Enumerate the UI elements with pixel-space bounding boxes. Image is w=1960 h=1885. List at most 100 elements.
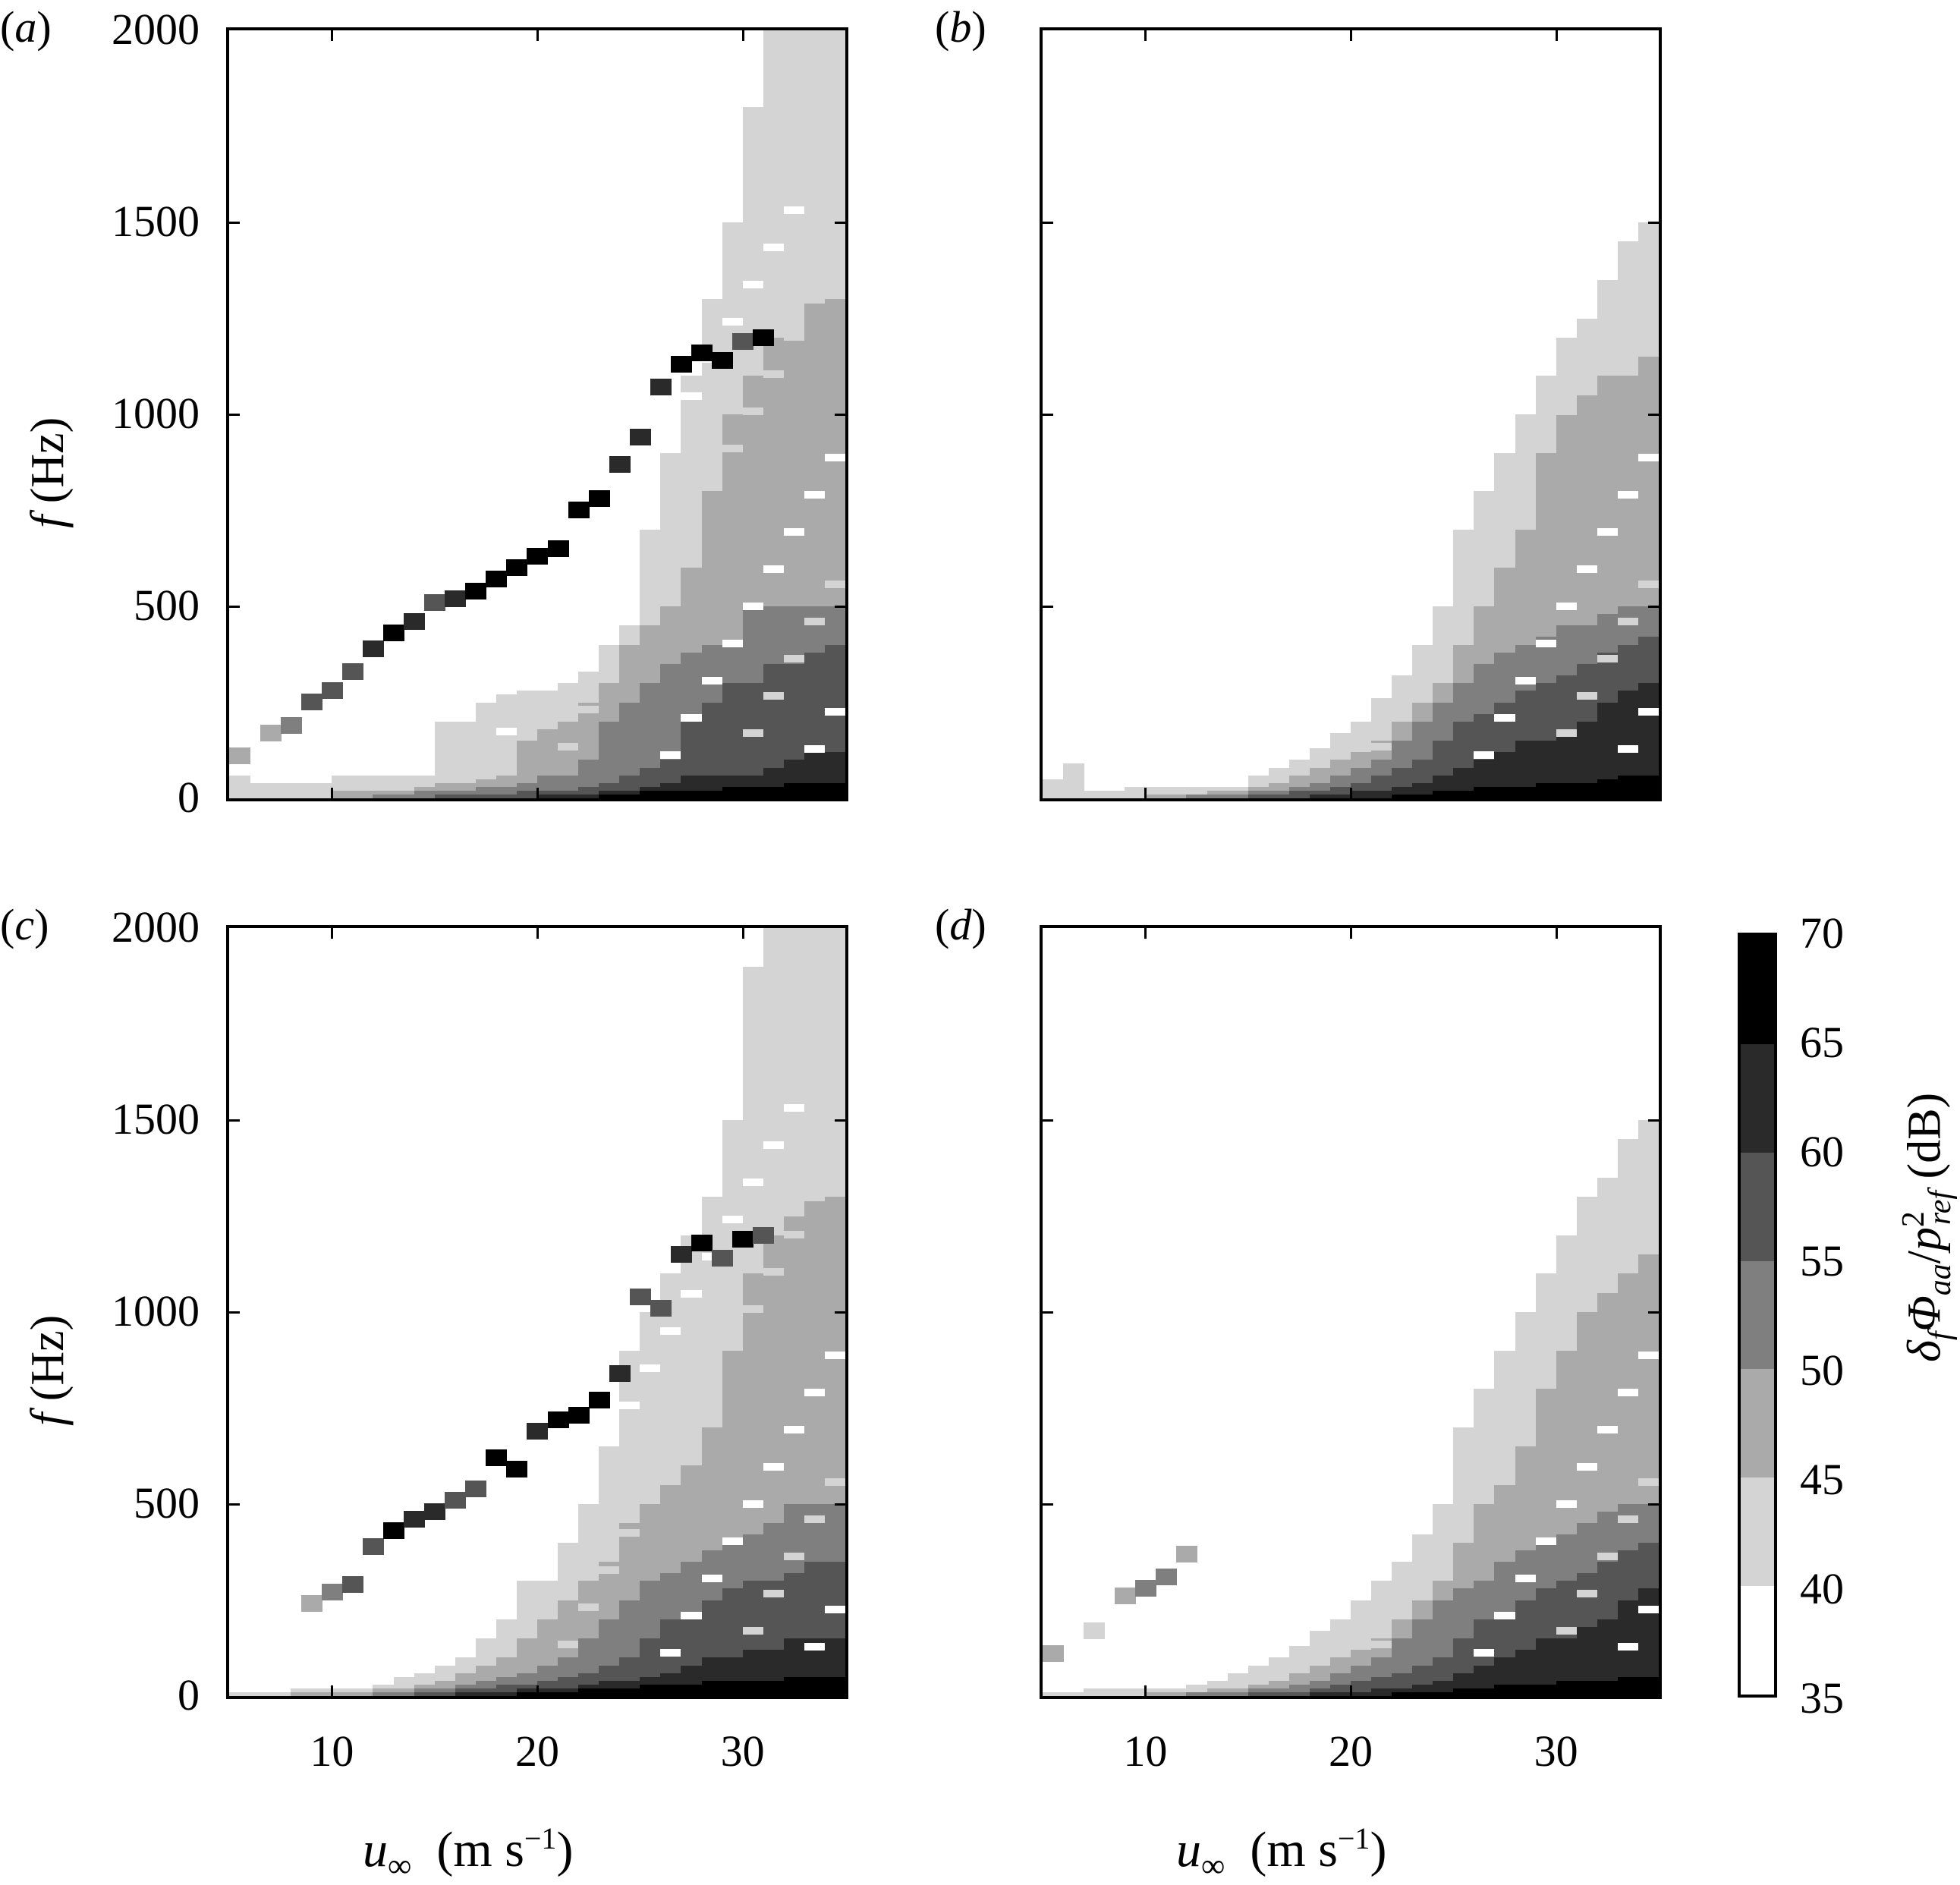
heatmap-cell (1597, 1231, 1619, 1239)
colorbar-tick-label: 55 (1800, 1236, 1844, 1286)
heatmap-cell (516, 1691, 538, 1696)
tonal-peak-cell (547, 1411, 569, 1428)
heatmap-cell (804, 296, 826, 304)
panel-label-b: (b) (935, 2, 986, 52)
heatmap-area (1043, 928, 1659, 1696)
y-tick-label: 2000 (112, 5, 200, 54)
colorbar-tick-label: 35 (1800, 1673, 1844, 1723)
heatmap-cell (1617, 775, 1639, 798)
heatmap-cell (701, 677, 723, 685)
y-tick-label: 500 (134, 581, 200, 630)
heatmap-cell (804, 744, 826, 753)
heatmap-cell (640, 1491, 662, 1500)
heatmap-cell (1125, 1688, 1147, 1696)
heatmap-cell (804, 1194, 826, 1202)
heatmap-cell (558, 1691, 580, 1696)
heatmap-cell (1392, 706, 1414, 714)
heatmap-cell (1556, 1627, 1578, 1635)
heatmap-cell (660, 751, 682, 760)
heatmap-cell (537, 794, 558, 798)
heatmap-cell (701, 1575, 723, 1583)
y-tick (835, 1311, 845, 1314)
heatmap-cell (1494, 714, 1516, 722)
heatmap-cell (332, 1688, 354, 1696)
heatmap-cell (1515, 1684, 1537, 1696)
tonal-peak-cell (629, 1288, 651, 1305)
heatmap-cell (804, 782, 826, 798)
y-tick-label: 1500 (112, 1094, 200, 1144)
heatmap-cell (311, 1691, 333, 1696)
heatmap-cell (516, 1688, 538, 1696)
heatmap-cell (434, 790, 456, 798)
heatmap-cell (558, 790, 580, 798)
y-tick (1043, 414, 1053, 416)
heatmap-cell (1494, 786, 1516, 798)
heatmap-cell (1392, 1688, 1414, 1696)
tonal-peak-cell (486, 1449, 508, 1467)
tonal-peak-cell (321, 682, 343, 700)
heatmap-cell (1576, 565, 1598, 573)
heatmap-cell (742, 1680, 764, 1696)
heatmap-cell (1227, 1688, 1249, 1696)
heatmap-cell (824, 259, 845, 267)
tonal-peak-cell (506, 1461, 528, 1478)
colorbar-tick-label: 40 (1800, 1564, 1844, 1613)
heatmap-cell (558, 743, 580, 751)
heatmap-cell (434, 1691, 456, 1696)
heatmap-cell (1207, 1688, 1229, 1696)
y-tick (835, 1119, 845, 1122)
heatmap-cell (1186, 1691, 1208, 1696)
colorbar-tick-label: 45 (1800, 1455, 1844, 1504)
tonal-peak-cell (1084, 1622, 1106, 1639)
heatmap-cell (619, 1402, 641, 1410)
heatmap-cell (291, 782, 313, 798)
heatmap-cell (1043, 779, 1064, 798)
heatmap-cell (1494, 519, 1516, 527)
heatmap-cell (1433, 1680, 1455, 1696)
heatmap-cell (1453, 790, 1475, 798)
heatmap-cell (1309, 790, 1331, 798)
x-tick (1350, 788, 1352, 798)
heatmap-cell (1576, 692, 1598, 700)
heatmap-cell (1433, 790, 1455, 798)
heatmap-cell (660, 1684, 682, 1696)
x-tick-label: 10 (310, 1726, 354, 1776)
heatmap-cell (311, 782, 333, 798)
heatmap-cell (1638, 1676, 1659, 1696)
heatmap-cell (1638, 1351, 1659, 1359)
heatmap-cell (640, 593, 662, 602)
heatmap-cell (783, 1103, 805, 1112)
heatmap-cell (1412, 1691, 1434, 1696)
panel-a (226, 27, 848, 801)
heatmap-cell (1576, 370, 1598, 379)
heatmap-area (229, 928, 845, 1696)
tonal-peak-cell (670, 356, 692, 373)
heatmap-cell (1597, 333, 1619, 341)
heatmap-cell (763, 1141, 785, 1149)
y-axis-label: f (Hz) (22, 417, 74, 528)
x-tick (1555, 30, 1558, 41)
tonal-peak-cell (588, 1392, 610, 1409)
tonal-peak-cell (445, 1491, 467, 1509)
tonal-peak-cell (424, 593, 446, 611)
heatmap-cell (455, 1688, 477, 1696)
heatmap-cell (660, 790, 682, 798)
heatmap-cell (1063, 1691, 1085, 1696)
heatmap-cell (1556, 729, 1578, 738)
y-tick (1648, 1119, 1659, 1122)
x-tick (331, 928, 334, 939)
colorbar-title-unit: (dB) (1899, 1092, 1951, 1179)
x-axis-label: u∞ (m s−1) (1176, 1821, 1387, 1885)
heatmap-cell (1515, 677, 1537, 685)
heatmap-cell (1474, 1649, 1496, 1657)
heatmap-cell (1288, 1691, 1310, 1696)
heatmap-cell (1453, 1491, 1475, 1500)
heatmap-cell (558, 1641, 580, 1649)
heatmap-cell (1597, 655, 1619, 663)
heatmap-cell (1125, 786, 1147, 798)
heatmap-cell (1207, 790, 1229, 798)
x-tick (1144, 30, 1147, 41)
heatmap-cell (701, 1680, 723, 1696)
heatmap-cell (1597, 779, 1619, 798)
heatmap-cell (1433, 1528, 1455, 1537)
